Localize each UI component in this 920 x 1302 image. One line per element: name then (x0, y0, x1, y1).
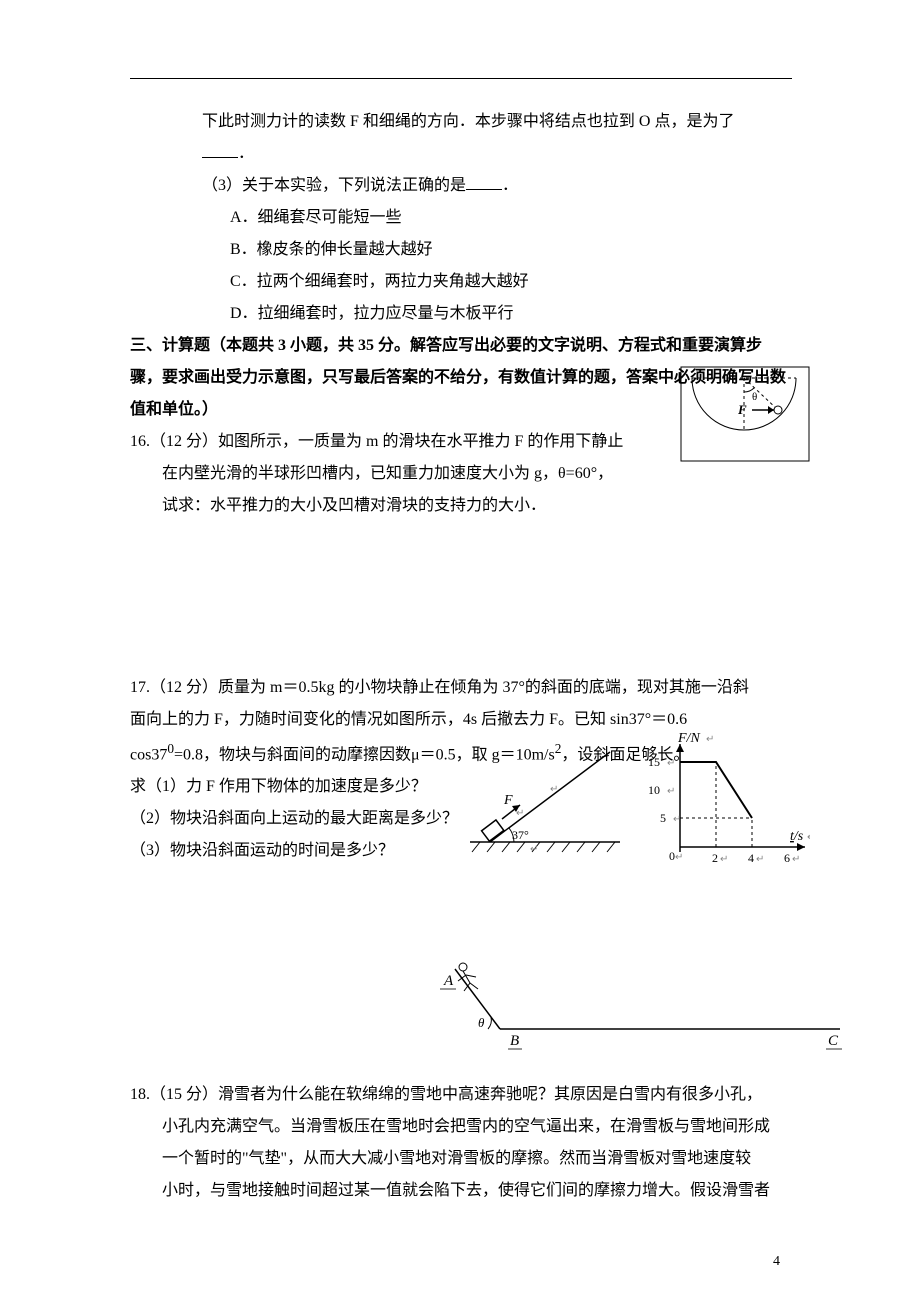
c-label: C (828, 1033, 839, 1049)
q18-figure: θ A B C (430, 959, 850, 1055)
blank-2 (466, 174, 502, 190)
q18-line3: 一个暂时的"气垫"，从而大大减小雪地对滑雪板的摩擦。然而当滑雪板对雪地速度较 (130, 1143, 790, 1175)
yt5e: ↵ (673, 814, 681, 825)
q18-line1: 18.（15 分）滑雪者为什么能在软绵绵的雪地中高速奔驰呢？其原因是白雪内有很多… (130, 1079, 790, 1111)
f-label-incline: F (503, 793, 513, 808)
enter-3: ↵ (530, 844, 538, 855)
xlabel: t/s (790, 829, 804, 844)
yt-5: 5 (660, 811, 666, 825)
content: 下此时测力计的读数 F 和细绳的方向．本步骤中将结点也拉到 O 点，是为了 ． … (130, 106, 790, 1207)
q3-opt-d: D．拉细绳套时，拉力应尽量与木板平行 (130, 298, 790, 330)
xle: ↵ (807, 832, 810, 843)
xt4e: ↵ (756, 854, 764, 865)
xt6e: ↵ (792, 854, 800, 865)
spacer-2 (130, 867, 790, 947)
carryover-para: 下此时测力计的读数 F 和细绳的方向．本步骤中将结点也拉到 O 点，是为了 (130, 106, 790, 138)
yt10e: ↵ (667, 786, 675, 797)
theta-label: θ (752, 391, 757, 403)
carryover-para-line2: ． (130, 138, 790, 170)
q3-stem: （3）关于本实验，下列说法正确的是 ． (130, 170, 790, 202)
page-number: 4 (773, 1254, 780, 1270)
f-label: F (737, 402, 747, 417)
q18-line2: 小孔内充满空气。当滑雪板压在雪地时会把雪内的空气逼出来，在滑雪板与雪地间形成 (130, 1111, 790, 1143)
ft-chart: 5↵ 10↵ 15↵ 0↵ 2↵ 4↵ 6↵ F/N↵ t/s↵ (648, 732, 810, 865)
q17-figure: 37° F ↵ ↵ ↵ (450, 732, 810, 872)
xt2e: ↵ (720, 854, 728, 865)
enter-1: ↵ (516, 808, 524, 819)
enter-2: ↵ (550, 784, 558, 795)
yt15e: ↵ (667, 758, 675, 769)
xt-4: 4 (748, 851, 754, 865)
q18: 18.（15 分）滑雪者为什么能在软绵绵的雪地中高速奔驰呢？其原因是白雪内有很多… (130, 1079, 790, 1207)
theta-18: θ (478, 1015, 485, 1030)
q16-figure: θ F (680, 366, 810, 462)
o0e: ↵ (675, 852, 683, 863)
q16-line2: 在内壁光滑的半球形凹槽内，已知重力加速度大小为 g，θ=60°， (130, 458, 790, 490)
blank-1 (202, 142, 238, 158)
para1-line2: ． (238, 145, 254, 162)
q3-opt-b: B．橡皮条的伸长量越大越好 (130, 234, 790, 266)
q3-stem-text: （3）关于本实验，下列说法正确的是 (202, 177, 466, 194)
b-label: B (510, 1033, 519, 1049)
q3-opt-a: A．细绳套尽可能短一些 (130, 202, 790, 234)
yt-15: 15 (648, 755, 660, 769)
angle-label: 37° (512, 828, 529, 842)
q18-line4: 小时，与雪地接触时间超过某一值就会陷下去，使得它们间的摩擦力增大。假设滑雪者 (130, 1175, 790, 1207)
yle: ↵ (706, 734, 714, 745)
q17-line1: 17.（12 分）质量为 m＝0.5kg 的小物块静止在倾角为 37°的斜面的底… (130, 672, 790, 704)
q16-line3: 试求：水平推力的大小及凹槽对滑块的支持力的大小． (130, 490, 790, 522)
page: 下此时测力计的读数 F 和细绳的方向．本步骤中将结点也拉到 O 点，是为了 ． … (0, 0, 920, 1302)
yt-10: 10 (648, 783, 660, 797)
para1-line1: 下此时测力计的读数 F 和细绳的方向．本步骤中将结点也拉到 O 点，是为了 (202, 113, 734, 130)
spacer-1 (130, 522, 790, 672)
xt-2: 2 (712, 851, 718, 865)
q17-l3a: cos37 (130, 746, 167, 763)
top-rule (130, 78, 792, 79)
q3-stem-tail: ． (502, 177, 518, 194)
ylabel: F/N (677, 732, 700, 746)
q17: 17.（12 分）质量为 m＝0.5kg 的小物块静止在倾角为 37°的斜面的底… (130, 672, 790, 867)
incline-diagram: 37° F ↵ ↵ ↵ (470, 752, 620, 855)
a-label: A (443, 973, 454, 989)
q17-l3sup: 0 (167, 741, 174, 756)
q16: 16.（12 分）如图所示，一质量为 m 的滑块在水平推力 F 的作用下静止 在… (130, 426, 790, 522)
xt-6: 6 (784, 851, 790, 865)
q3-opt-c: C．拉两个细绳套时，两拉力夹角越大越好 (130, 266, 790, 298)
